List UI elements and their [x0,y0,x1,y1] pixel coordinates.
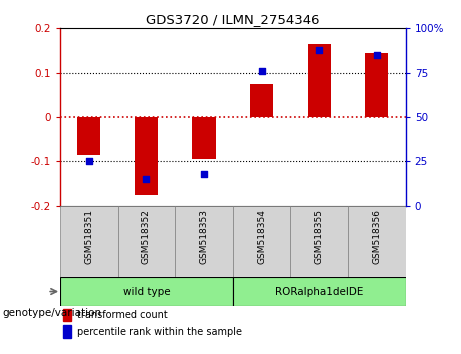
Text: genotype/variation: genotype/variation [2,308,101,318]
Text: transformed count: transformed count [77,310,168,320]
Bar [64,325,71,338]
Bar [64,309,71,321]
Bar [233,206,290,277]
Point [373,52,381,58]
Bar [233,277,406,306]
Bar [118,206,175,277]
Bar [60,206,118,277]
Bar [250,84,273,117]
Point [258,68,266,74]
Point [142,176,150,182]
Point [200,171,207,177]
Text: GSM518353: GSM518353 [200,209,208,264]
Bar [193,117,216,159]
Text: GSM518352: GSM518352 [142,209,151,264]
Bar [348,206,406,277]
Bar [77,117,100,155]
Title: GDS3720 / ILMN_2754346: GDS3720 / ILMN_2754346 [146,13,319,26]
Bar [60,277,233,306]
Bar [135,117,158,195]
Text: GSM518355: GSM518355 [315,209,324,264]
Text: percentile rank within the sample: percentile rank within the sample [77,327,242,337]
Bar [175,206,233,277]
Text: wild type: wild type [123,286,170,297]
Text: RORalpha1delDE: RORalpha1delDE [275,286,363,297]
Bar [308,44,331,117]
Text: GSM518354: GSM518354 [257,209,266,264]
Bar [290,206,348,277]
Text: GSM518356: GSM518356 [372,209,381,264]
Point [85,159,92,164]
Bar [365,53,388,117]
Point [315,47,323,52]
Text: GSM518351: GSM518351 [84,209,93,264]
